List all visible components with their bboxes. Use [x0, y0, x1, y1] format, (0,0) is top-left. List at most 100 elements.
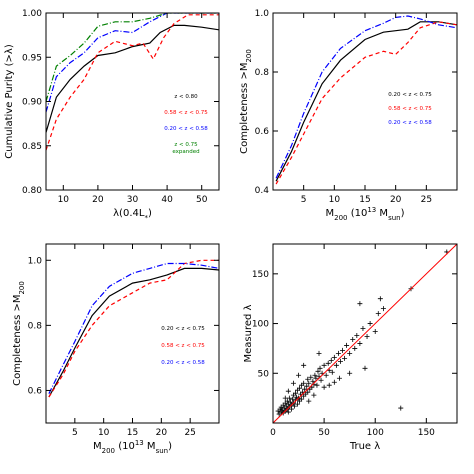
y-tick-label: 0.85: [22, 142, 42, 152]
data-point: [315, 368, 321, 374]
data-point: [323, 372, 329, 378]
data-point: [335, 350, 341, 356]
y-tick-label: 1.0: [255, 9, 270, 19]
data-point: [313, 375, 319, 381]
x-tick-label: 50: [196, 195, 208, 205]
data-point: [326, 382, 332, 388]
data-point: [304, 383, 310, 389]
y-tick-label: 150: [252, 270, 269, 280]
plot-frame: [45, 243, 220, 424]
y-tick-label: 1.0: [28, 256, 43, 266]
data-point: [306, 398, 312, 404]
data-point: [316, 350, 322, 356]
data-point: [352, 345, 358, 351]
legend-entry: 0.58 < z < 0.75: [164, 110, 208, 116]
x-axis-label: M200 (1013 Msun): [326, 206, 405, 222]
y-tick-label: 0.95: [22, 53, 42, 63]
data-point: [285, 388, 291, 394]
legend-entry: 0.20 < z < 0.58: [388, 120, 432, 126]
data-point: [317, 365, 323, 371]
x-tick-label: 15: [127, 428, 138, 438]
data-point: [282, 395, 288, 401]
y-tick-label: 0.80: [22, 186, 42, 196]
data-point: [367, 321, 373, 327]
x-axis-label: M200 (1013 Msun): [93, 439, 172, 455]
legend-entry-sub: expanded: [172, 149, 199, 155]
data-point: [357, 301, 363, 307]
chart-panel-purity: 10 20 30 40 50 0.80 0.85 0.90 0.95 1.00 λ(0.4L*) Cu…: [4, 9, 220, 222]
x-tick-label: 15: [359, 195, 370, 205]
x-tick-label: 10: [98, 428, 110, 438]
x-tick-label: 10: [329, 195, 341, 205]
reference-line: [273, 244, 457, 423]
data-point: [305, 389, 311, 395]
data-point: [299, 396, 305, 402]
data-point: [336, 375, 342, 381]
data-point: [337, 358, 343, 364]
data-point: [284, 398, 290, 404]
series-line-2: [48, 262, 219, 394]
data-point: [318, 377, 324, 383]
x-tick-label: 100: [367, 428, 384, 438]
data-point: [362, 365, 368, 371]
legend-entry: 0.20 < z < 0.58: [161, 360, 205, 366]
data-point: [285, 409, 291, 415]
x-axis-label: True λ: [349, 441, 380, 452]
plot-frame: [272, 243, 458, 424]
data-point: [372, 329, 378, 335]
data-point: [398, 405, 404, 411]
data-point: [357, 340, 363, 346]
legend-entry: 0.20 < z < 0.75: [388, 92, 432, 98]
series-line-1: [46, 14, 219, 151]
legend-entry: 0.58 < z < 0.75: [388, 106, 432, 112]
x-tick-label: 5: [72, 428, 78, 438]
data-point: [291, 403, 297, 409]
data-point: [312, 372, 318, 378]
data-point: [311, 392, 317, 398]
data-point: [292, 390, 298, 396]
series-line-0: [46, 24, 219, 133]
x-tick-label: 30: [127, 195, 139, 205]
data-point: [347, 370, 353, 376]
legend-entry: 0.58 < z < 0.75: [161, 343, 205, 349]
data-point: [325, 360, 331, 366]
series-line-3: [46, 13, 219, 102]
x-tick-label: 5: [301, 195, 307, 205]
y-axis-label: Completeness >M200: [12, 281, 26, 386]
x-tick-label: 25: [184, 428, 195, 438]
series-line-2: [46, 13, 219, 113]
legend-entry: z < 0.80: [174, 94, 198, 100]
legend-entry: 0.20 < z < 0.75: [161, 326, 205, 332]
data-point: [297, 385, 303, 391]
x-tick-label: 40: [161, 195, 173, 205]
data-point: [354, 332, 360, 338]
chart-panel-scatter: 0 50 100 150 50 100 150 True λ Measured λ: [243, 243, 458, 452]
data-point: [329, 369, 335, 375]
y-tick-label: 0.90: [22, 98, 42, 108]
data-point: [375, 311, 381, 317]
data-point: [308, 374, 314, 380]
data-point: [310, 378, 316, 384]
plot-frame: [45, 12, 220, 191]
y-axis-label: Measured λ: [243, 304, 254, 362]
x-tick-label: 50: [318, 428, 330, 438]
chart-panel-completeness-top: 5 10 15 20 25 0.4 0.6 0.8 1.0 M200 (1013 Msun) Com…: [239, 9, 458, 222]
data-point: [314, 382, 320, 388]
data-point: [380, 306, 386, 312]
x-tick-label: 10: [58, 195, 70, 205]
data-point: [289, 396, 295, 402]
scatter-points: [275, 249, 450, 417]
data-point: [360, 326, 366, 332]
x-tick-label: 20: [92, 195, 104, 205]
series-line-0: [275, 21, 457, 182]
data-point: [333, 362, 339, 368]
x-tick-label: 0: [270, 428, 276, 438]
data-point: [305, 376, 311, 382]
data-point: [342, 355, 348, 361]
data-point: [344, 342, 350, 348]
data-point: [302, 386, 308, 392]
data-point: [364, 333, 370, 339]
data-point: [287, 399, 293, 405]
data-point: [347, 350, 353, 356]
